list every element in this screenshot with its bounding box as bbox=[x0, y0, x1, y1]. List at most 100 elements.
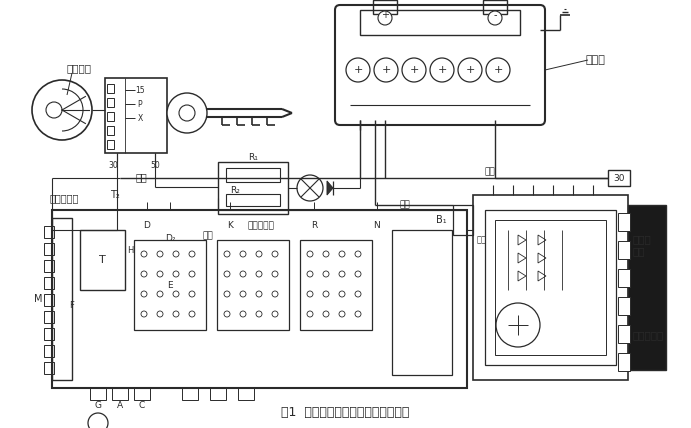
Circle shape bbox=[339, 311, 345, 317]
Circle shape bbox=[189, 271, 195, 277]
Bar bbox=[495, 220, 606, 355]
Text: +: + bbox=[437, 65, 446, 75]
Bar bbox=[226, 194, 280, 206]
Bar bbox=[107, 84, 114, 93]
Bar bbox=[618, 213, 630, 231]
Bar bbox=[44, 345, 54, 357]
Circle shape bbox=[141, 291, 147, 297]
Polygon shape bbox=[518, 235, 526, 245]
Bar bbox=[483, 0, 507, 14]
Bar bbox=[52, 218, 72, 380]
Circle shape bbox=[486, 58, 510, 82]
Bar bbox=[392, 230, 452, 375]
Circle shape bbox=[32, 80, 92, 140]
Circle shape bbox=[141, 311, 147, 317]
Text: T₂: T₂ bbox=[110, 190, 120, 200]
Bar bbox=[44, 226, 54, 238]
Bar bbox=[107, 112, 114, 121]
Bar bbox=[107, 98, 114, 107]
Text: K: K bbox=[227, 220, 233, 229]
Text: 图1  发电机、起动机及蓄电池的接线: 图1 发电机、起动机及蓄电池的接线 bbox=[281, 407, 409, 419]
Text: P: P bbox=[138, 99, 142, 109]
Circle shape bbox=[157, 251, 163, 257]
Bar bbox=[105, 78, 167, 153]
Text: 起动发
电机: 起动发 电机 bbox=[633, 234, 652, 256]
Text: 起动开关: 起动开关 bbox=[67, 63, 92, 73]
Circle shape bbox=[339, 271, 345, 277]
Circle shape bbox=[157, 291, 163, 297]
Circle shape bbox=[272, 251, 278, 257]
Circle shape bbox=[430, 58, 454, 82]
Bar bbox=[44, 243, 54, 255]
Text: T: T bbox=[99, 255, 105, 265]
Bar bbox=[44, 362, 54, 374]
Text: 30: 30 bbox=[613, 173, 625, 182]
Bar bbox=[112, 388, 128, 400]
Circle shape bbox=[224, 251, 230, 257]
Bar bbox=[618, 241, 630, 259]
Circle shape bbox=[240, 311, 246, 317]
Circle shape bbox=[173, 291, 179, 297]
Circle shape bbox=[179, 105, 195, 121]
Text: 蓄电池: 蓄电池 bbox=[585, 55, 605, 65]
Text: 蓝色: 蓝色 bbox=[203, 232, 214, 241]
Text: A: A bbox=[117, 401, 123, 410]
Circle shape bbox=[496, 303, 540, 347]
Bar bbox=[618, 269, 630, 287]
Bar bbox=[485, 210, 616, 365]
Bar bbox=[373, 0, 397, 14]
Circle shape bbox=[355, 251, 361, 257]
Circle shape bbox=[307, 251, 313, 257]
Bar bbox=[608, 170, 630, 186]
Bar bbox=[182, 388, 198, 400]
Circle shape bbox=[141, 251, 147, 257]
Circle shape bbox=[307, 291, 313, 297]
FancyBboxPatch shape bbox=[335, 5, 545, 125]
Polygon shape bbox=[538, 271, 546, 281]
Bar bbox=[44, 260, 54, 272]
Circle shape bbox=[374, 58, 398, 82]
Circle shape bbox=[157, 271, 163, 277]
Circle shape bbox=[458, 58, 482, 82]
Text: 红色: 红色 bbox=[400, 200, 410, 209]
Bar bbox=[44, 277, 54, 289]
Bar bbox=[473, 195, 628, 380]
Circle shape bbox=[189, 251, 195, 257]
Text: 50: 50 bbox=[150, 161, 160, 170]
Text: +: + bbox=[353, 65, 363, 75]
Circle shape bbox=[256, 311, 262, 317]
Bar bbox=[44, 311, 54, 323]
Bar bbox=[44, 328, 54, 340]
Text: 黑色: 黑色 bbox=[484, 167, 495, 176]
Text: R: R bbox=[311, 220, 317, 229]
Bar bbox=[80, 230, 125, 290]
Bar bbox=[300, 240, 372, 330]
Text: D₂: D₂ bbox=[164, 234, 176, 243]
Circle shape bbox=[346, 58, 370, 82]
Text: 15: 15 bbox=[135, 86, 145, 95]
Text: +: + bbox=[493, 65, 502, 75]
Circle shape bbox=[256, 251, 262, 257]
Text: +: + bbox=[409, 65, 419, 75]
Polygon shape bbox=[518, 253, 526, 263]
Circle shape bbox=[355, 291, 361, 297]
Circle shape bbox=[167, 93, 207, 133]
Text: 蓝色: 蓝色 bbox=[477, 235, 487, 244]
Circle shape bbox=[323, 271, 329, 277]
Text: R₂: R₂ bbox=[230, 185, 240, 194]
Text: M: M bbox=[34, 294, 42, 304]
Bar bbox=[217, 240, 289, 330]
Text: 交流发电机: 交流发电机 bbox=[633, 330, 664, 340]
Text: R₁: R₁ bbox=[248, 152, 258, 161]
Bar bbox=[360, 10, 520, 35]
Circle shape bbox=[256, 291, 262, 297]
Circle shape bbox=[378, 11, 392, 25]
Circle shape bbox=[272, 291, 278, 297]
Circle shape bbox=[323, 291, 329, 297]
Circle shape bbox=[307, 311, 313, 317]
Text: C: C bbox=[139, 401, 145, 410]
Text: F: F bbox=[70, 300, 75, 309]
Bar bbox=[134, 388, 150, 400]
Bar bbox=[628, 205, 666, 370]
Bar bbox=[90, 388, 106, 400]
